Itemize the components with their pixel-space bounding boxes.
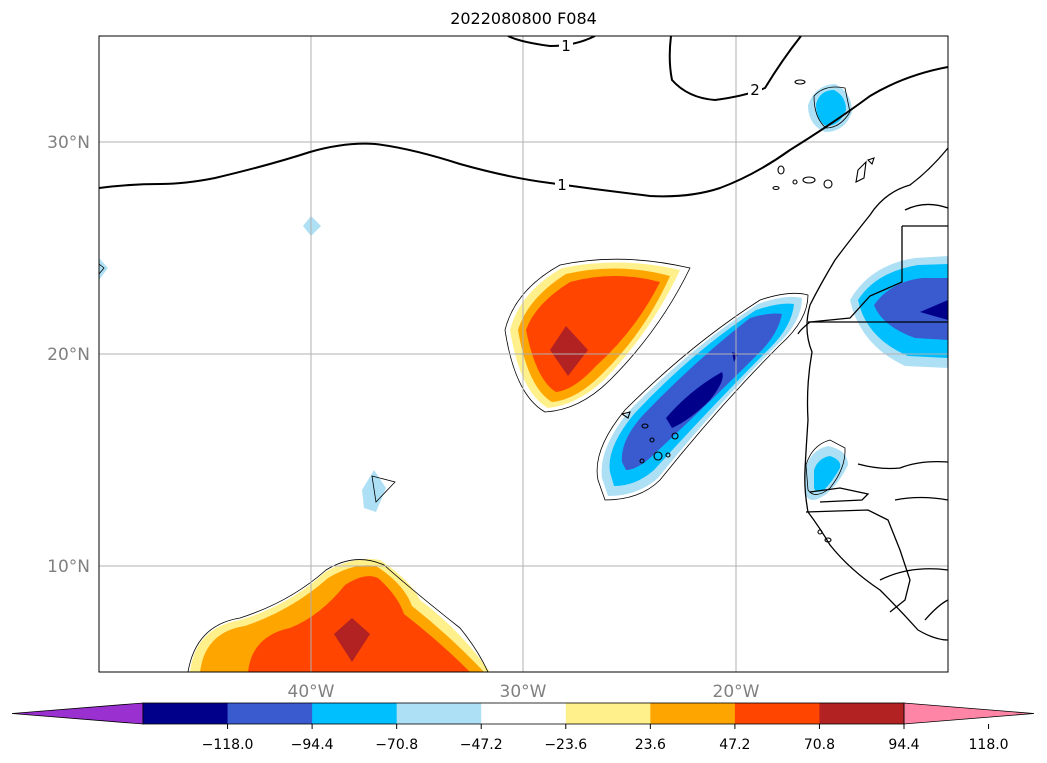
lon-label: 40°W — [288, 682, 335, 702]
colorbar-segment — [312, 703, 398, 724]
lat-label: 10°N — [47, 557, 90, 577]
map-area: 1 2 1 — [99, 36, 948, 672]
colorbar-segment — [819, 703, 905, 724]
islands — [620, 79, 875, 543]
contour-label: 1 — [557, 176, 567, 194]
colorbar-tick-label: −94.4 — [291, 737, 334, 753]
positive-anomaly-center — [504, 258, 691, 413]
colorbar-tick-label: 47.2 — [719, 737, 750, 753]
lat-label: 20°N — [47, 345, 90, 365]
contour-label: 2 — [750, 81, 760, 99]
colorbar-extend-high — [903, 702, 1035, 725]
negative-anomaly-north — [808, 84, 852, 132]
colorbar-tick-label: 94.4 — [888, 737, 919, 753]
colorbar-segment — [565, 703, 651, 724]
colorbar-tick-label: −23.6 — [544, 737, 587, 753]
colorbar-tick-label: 70.8 — [804, 737, 835, 753]
small-negative-spots — [99, 216, 396, 512]
colorbar-extend-low — [11, 702, 144, 725]
lat-label: 30°N — [47, 133, 90, 153]
colorbar-segment — [481, 703, 567, 724]
lon-labels: 40°W 30°W 20°W — [288, 682, 760, 702]
colorbar-segment — [650, 703, 736, 724]
colorbar-tick-label: −47.2 — [460, 737, 503, 753]
negative-anomaly-east — [850, 256, 948, 368]
colorbar-segment — [143, 703, 229, 724]
map-title: 2022080800 F084 — [450, 9, 597, 28]
colorbar-tick-label: −70.8 — [375, 737, 418, 753]
colorbar-segment — [734, 703, 820, 724]
lat-labels: 30°N 20°N 10°N — [47, 133, 90, 577]
lon-label: 20°W — [713, 682, 760, 702]
colorbar-segment — [227, 703, 313, 724]
colorbar: −118.0 −94.4 −70.8 −47.2 −23.6 23.6 47.2 70.8 94… — [11, 702, 1035, 753]
negative-anomaly-band — [596, 292, 809, 501]
pressure-contours — [99, 36, 948, 198]
lon-label: 30°W — [500, 682, 547, 702]
coastline — [797, 147, 948, 641]
colorbar-tick-label: −118.0 — [202, 737, 254, 753]
colorbar-segment — [396, 703, 482, 724]
colorbar-frame — [142, 702, 905, 725]
map-frame — [98, 35, 949, 673]
contour-label: 1 — [561, 37, 571, 55]
negative-anomaly-senegal — [805, 439, 848, 500]
gridlines — [99, 36, 948, 672]
colorbar-tick-label: 23.6 — [635, 737, 666, 753]
contour-labels: 1 2 1 — [555, 37, 762, 194]
colorbar-tick-label: 118.0 — [969, 737, 1009, 753]
positive-anomaly-south — [187, 558, 490, 672]
